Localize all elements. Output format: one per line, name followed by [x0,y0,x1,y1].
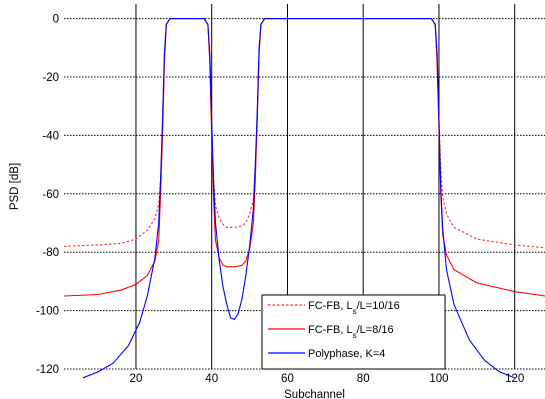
legend-entry-label: FC-FB, Ls/L=10/16 [308,300,400,316]
x-tick-label: 60 [281,373,294,385]
legend-box [261,294,446,370]
x-tick-label: 120 [505,373,524,385]
axes: 20 40 60 80 100 120 0 -20 -40 -60 -80 -100 -120 [36,14,524,385]
x-tick-label: 40 [205,373,218,385]
y-tick-label: -20 [42,72,59,84]
series-line [82,18,515,379]
x-tick-label: 100 [429,373,448,385]
y-tick-label: -120 [36,364,59,376]
y-tick-label: -40 [42,130,59,142]
x-tick-label: 80 [357,373,370,385]
legend-entry-label: Polyphase, K=4 [308,348,385,360]
y-tick-label: -60 [42,189,59,201]
y-tick-label: -80 [42,247,59,259]
x-axis-label: Subchannel [284,389,345,399]
y-axis-label: PSD [dB] [9,163,21,210]
legend: FC-FB, Ls/L=10/16 FC-FB, Ls/L=8/16 Polypha… [261,294,446,370]
legend-entry-label: FC-FB, Ls/L=8/16 [308,324,394,340]
x-tick-label: 20 [130,373,143,385]
series-lines [63,18,545,379]
y-tick-label: -100 [36,306,59,318]
y-tick-label: 0 [53,14,59,26]
